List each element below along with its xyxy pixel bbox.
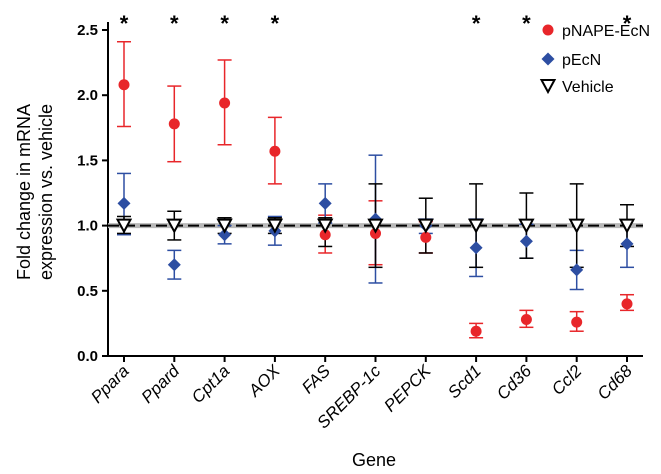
plot-area: 0.0 0.5 1.0 1.5 2.0 2.5 Ppara Ppard Cpt1a AOX FAS S… [77, 11, 643, 432]
legend-label: pNAPE-EcN [562, 23, 650, 40]
data-point-diamond-ppard [167, 258, 181, 272]
legend-marker-diamond [541, 52, 555, 66]
y-tick-label: 0.0 [77, 348, 98, 365]
x-tick-label-scd1: Scd1 [444, 361, 485, 402]
data-point-triangle-down-cd36 [518, 218, 535, 234]
data-point-triangle-down-cpt1a [216, 218, 233, 234]
significance-star: * [271, 11, 280, 36]
y-tick-label: 1.0 [77, 218, 98, 235]
data-point-circle-aox [269, 145, 281, 157]
y-tick-label: 2.0 [77, 87, 98, 104]
x-tick-label-aox: AOX [244, 361, 284, 401]
data-point-diamond-fas [318, 196, 332, 210]
x-tick-label-cd68: Cd68 [594, 361, 637, 404]
legend-label: pEcN [562, 52, 601, 69]
x-tick-label-cpt1a: Cpt1a [188, 361, 234, 407]
data-point-triangle-down-fas [317, 218, 334, 234]
data-point-diamond-cd68 [620, 237, 634, 251]
data-point-circle-cd68 [621, 298, 633, 310]
data-point-triangle-down-ppard [166, 218, 183, 234]
data-point-circle-cpt1a [219, 97, 231, 109]
significance-star: * [220, 11, 229, 36]
legend-marker-triangle-down [539, 79, 557, 95]
y-axis-title-line1: Fold change in mRNA [14, 104, 34, 280]
data-point-circle-scd1 [470, 325, 482, 337]
y-tick-label: 0.5 [77, 283, 98, 300]
data-point-circle-ppard [168, 118, 180, 130]
data-point-diamond-scd1 [469, 241, 483, 255]
data-point-diamond-ppara [117, 196, 131, 210]
data-point-circle-ppara [118, 79, 130, 91]
significance-star: * [170, 11, 179, 36]
data-point-circle-ccl2 [571, 316, 583, 328]
significance-star: * [120, 11, 129, 36]
y-tick-label: 2.5 [77, 22, 98, 39]
x-tick-label-cd36: Cd36 [493, 361, 536, 404]
data-point-triangle-down-ccl2 [568, 218, 585, 234]
x-tick-label-ppara: Ppara [87, 361, 133, 407]
legend: pNAPE-EcN pEcN Vehicle [539, 23, 650, 96]
data-point-triangle-down-aox [266, 218, 284, 234]
x-tick-label-pepck: PEPCK [380, 361, 435, 416]
data-point-triangle-down-ppara [115, 218, 133, 234]
significance-star: * [522, 11, 531, 36]
legend-label: Vehicle [562, 79, 614, 96]
y-tick-label: 1.5 [77, 152, 98, 169]
significance-star: * [623, 11, 632, 36]
data-point-triangle-down-scd1 [467, 218, 485, 234]
x-tick-label-fas: FAS [298, 361, 334, 397]
y-axis-title-line2: expression vs. vehicle [36, 104, 56, 280]
x-axis-title: Gene [352, 450, 396, 470]
data-point-triangle-down-pepck [417, 218, 434, 234]
data-point-circle-fas [319, 229, 331, 241]
data-point-triangle-down-cd68 [618, 218, 636, 234]
legend-marker-circle [542, 24, 554, 36]
data-point-circle-cd36 [520, 313, 532, 325]
data-point-diamond-cd36 [519, 234, 533, 248]
data-point-circle-pepck [420, 231, 432, 243]
significance-star: * [472, 11, 481, 36]
data-point-diamond-ccl2 [570, 263, 584, 277]
data-point-triangle-down-srebp-1c [367, 218, 384, 234]
x-tick-label-ccl2: Ccl2 [548, 361, 586, 399]
data-point-diamond-cpt1a [218, 228, 232, 242]
x-tick-label-ppard: Ppard [138, 361, 184, 407]
